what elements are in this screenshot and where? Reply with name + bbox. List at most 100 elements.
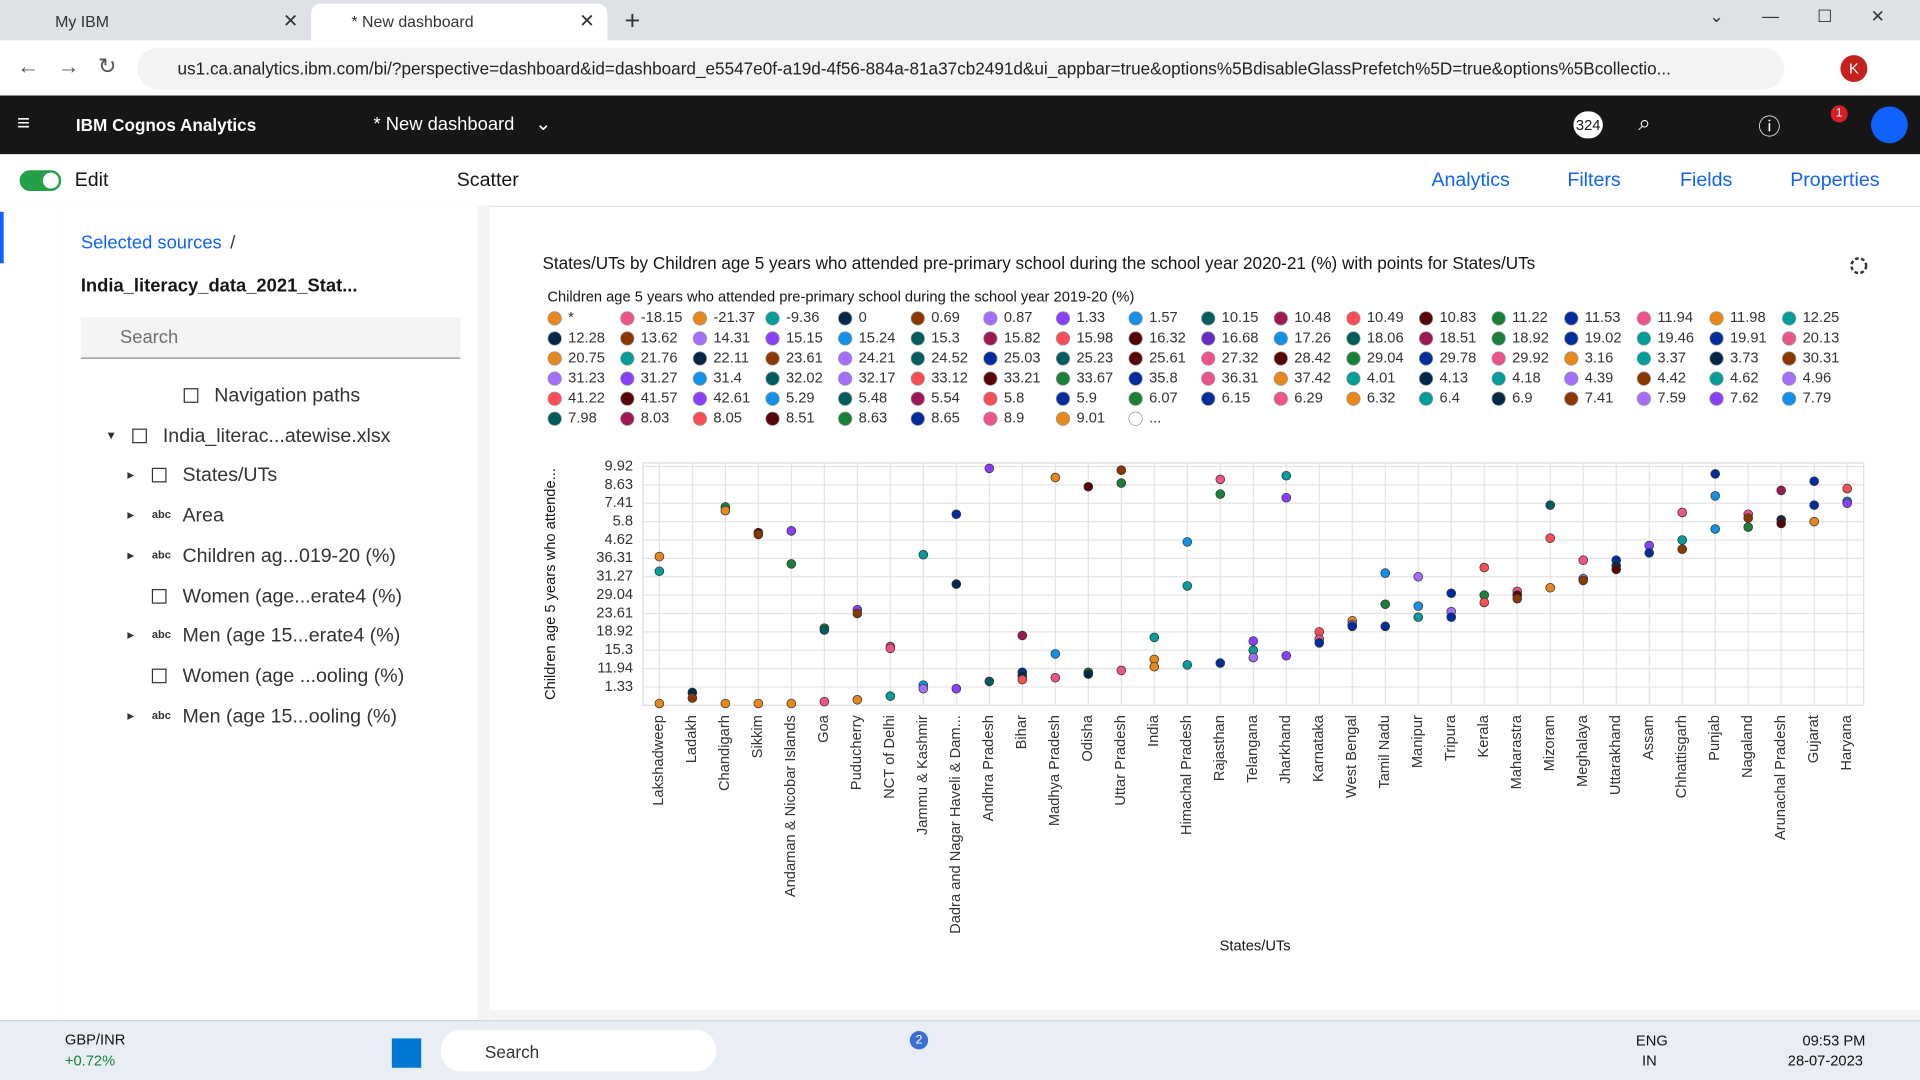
profile[interactable]: K [1840,55,1868,83]
point [918,684,929,694]
clock-date: 28-07-2023 [1787,1051,1863,1069]
legend-label: 5.8 [1004,391,1024,407]
start-button[interactable] [391,1038,422,1068]
tree-item[interactable]: ▸ abc Men (age 15...erate4 (%) [61,619,477,656]
legend-swatch [1782,371,1797,386]
legend-label: 32.02 [786,370,823,386]
edit-toggle[interactable] [19,170,62,192]
tree-item[interactable]: Women (age ...ooling (%) [61,659,477,696]
clock-time: 09:53 PM [1802,1032,1866,1050]
tab[interactable]: My IBM ✕ [10,4,306,41]
settings-icon[interactable] [1850,257,1868,275]
legend-swatch [1709,351,1724,366]
x-tick-label: Odisha [1080,714,1096,761]
nav-buttons[interactable]: ← → ↻ [17,53,117,79]
legend-label: 30.31 [1803,350,1840,366]
tree-item[interactable]: ▸ abc Men (age 15...ooling (%) [61,699,477,736]
help-icon[interactable]: ⓘ [1758,115,1781,140]
tree-item[interactable]: ▾ India_literac...atewise.xlsx [61,418,477,455]
close-icon[interactable]: ✕ [282,11,299,32]
x-tick-label: Haryana [1839,714,1855,770]
x-tick-label: Nagaland [1740,715,1756,778]
legend-swatch [620,391,635,406]
expand-arrow[interactable]: ▸ [127,708,135,724]
badge[interactable]: 324 [1573,111,1603,139]
y-axis-title: Children age 5 years who attende... [543,468,559,700]
sidebar: Selected sources / India_literacy_data_2… [61,205,478,1021]
legend-swatch [1055,331,1071,346]
url-bar[interactable]: us1.ca.analytics.ibm.com/bi/?perspective… [137,47,1785,90]
legend-swatch [1201,351,1216,366]
dashboard-name[interactable]: * New dashboard [373,113,515,135]
fields-button[interactable]: Fields [1680,170,1733,192]
y-tick-label: 11.94 [597,660,633,676]
expand-arrow[interactable]: ▸ [127,628,135,644]
tree-item[interactable]: ▸ States/UTs [61,458,477,495]
legend-label: 32.17 [859,370,896,386]
splitter[interactable] [477,205,490,1021]
legend-label: 14.31 [713,330,750,346]
point [1743,522,1753,532]
legend-label: 16.32 [1149,330,1186,346]
new-tab[interactable]: + [624,4,641,36]
tree-item[interactable]: ▸ abc Children ag...019-20 (%) [61,539,477,576]
legend-swatch [1128,411,1143,426]
tree-label: Women (age ...ooling (%) [182,665,405,687]
avatar[interactable] [1871,106,1908,144]
legend-swatch [1636,371,1651,386]
widget-type[interactable]: Scatter [456,170,519,192]
taskbar-search[interactable]: Search [440,1029,717,1072]
legend-label: 29.78 [1440,350,1477,366]
window-controls[interactable]: ⌄ — ☐ ✕ [1709,6,1885,26]
x-tick-label: NCT of Delhi [882,715,898,799]
x-tick-label: Rajasthan [1212,715,1228,781]
close-icon[interactable]: ✕ [579,11,595,32]
legend-swatch [620,371,635,386]
expand-arrow[interactable]: ▸ [127,468,135,483]
x-tick-label: Madhya Pradesh [1047,715,1063,826]
analytics-button[interactable]: Analytics [1431,170,1510,192]
x-tick-label: Chhattisgarh [1674,715,1690,798]
legend-label: 18.06 [1367,330,1404,346]
tree-item[interactable]: ▸ abc Area [61,498,477,535]
legend-label: 33.12 [931,370,968,386]
legend-swatch [910,351,925,366]
filters-button[interactable]: Filters [1567,170,1621,192]
point [918,549,929,560]
legend-swatch [765,371,780,386]
legend-swatch [910,371,925,386]
legend-label: 9.01 [1076,411,1105,427]
legend-swatch [1564,331,1579,346]
point [1281,492,1292,503]
menu[interactable]: ≡ [17,110,31,135]
point [1776,485,1786,496]
breadcrumb[interactable]: Selected sources [80,232,222,254]
point [1248,636,1259,646]
legend-label: 15.15 [786,330,823,346]
properties-button[interactable]: Properties [1790,170,1880,192]
expand-arrow[interactable]: ▸ [127,548,135,564]
tree-item[interactable]: Women (age...erate4 (%) [61,579,477,616]
legend-label: 42.61 [713,391,750,407]
legend-swatch [692,351,708,366]
legend-swatch [1564,371,1579,386]
legend-swatch [547,351,562,366]
search-icon[interactable]: ⌕ [1638,110,1651,135]
expand-arrow[interactable]: ▾ [107,428,115,443]
point [852,608,863,619]
legend-swatch [1346,391,1361,406]
legend-label: 41.57 [641,391,678,407]
search-box[interactable]: Search [80,317,461,359]
legend-label: 11.53 [1585,310,1621,326]
tree-item[interactable]: Navigation paths [61,378,477,415]
point [1182,537,1193,547]
point [819,625,830,635]
legend-swatch [1709,391,1724,406]
legend-swatch [1636,331,1651,346]
tab[interactable]: * New dashboard ✕ [311,3,608,41]
dropdown[interactable]: ⌄ [535,113,552,135]
notification-badge: 1 [1830,105,1848,123]
expand-arrow[interactable]: ▸ [127,508,135,523]
footer-strip [489,1010,1920,1021]
legend-swatch [547,371,562,386]
